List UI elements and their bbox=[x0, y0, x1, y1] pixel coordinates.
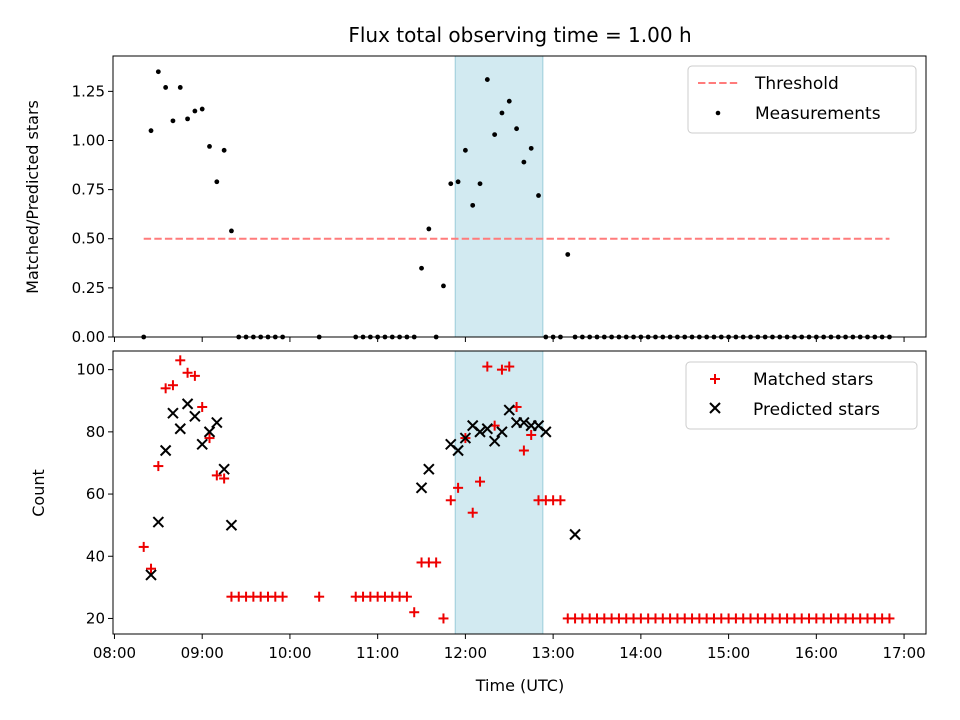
measurement-point bbox=[419, 266, 424, 271]
y-tick-label: 0.25 bbox=[72, 279, 105, 297]
predicted-point bbox=[161, 446, 171, 456]
count-panel: 20 40 60 80 100 08:00 09:00 10:00 11:00 12:00 13:… bbox=[29, 351, 926, 695]
x-tick-label: 09:00 bbox=[181, 644, 224, 662]
y-tick-label: 1.00 bbox=[72, 131, 105, 149]
measurement-point bbox=[426, 227, 431, 232]
x-tick-label: 12:00 bbox=[444, 644, 487, 662]
x-tick-label: 17:00 bbox=[882, 644, 925, 662]
matched-point bbox=[197, 402, 207, 412]
measurement-point bbox=[456, 179, 461, 184]
measurement-point bbox=[185, 116, 190, 121]
count-highlight-span bbox=[455, 351, 543, 634]
measurement-point bbox=[514, 126, 519, 131]
matched-point bbox=[555, 495, 565, 505]
measurement-point bbox=[500, 111, 505, 116]
matched-point bbox=[446, 495, 456, 505]
x-tick-label: 16:00 bbox=[795, 644, 838, 662]
chart-title: Flux total observing time = 1.00 h bbox=[348, 23, 691, 47]
x-tick-label: 11:00 bbox=[356, 644, 399, 662]
predicted-point bbox=[424, 464, 434, 474]
y-tick-label: 20 bbox=[86, 609, 105, 627]
measurement-point bbox=[149, 128, 154, 133]
predicted-point bbox=[219, 464, 229, 474]
y-tick-label: 60 bbox=[86, 485, 105, 503]
measurement-point bbox=[507, 99, 512, 104]
matched-point bbox=[314, 592, 324, 602]
predicted-legend-label: Predicted stars bbox=[753, 400, 880, 420]
ratio-y-axis-label: Matched/Predicted stars bbox=[23, 100, 42, 294]
measurement-point bbox=[536, 193, 541, 198]
x-tick-label: 15:00 bbox=[707, 644, 750, 662]
y-tick-label: 0.75 bbox=[72, 181, 105, 199]
measurement-point bbox=[521, 160, 526, 165]
x-tick-label: 14:00 bbox=[619, 644, 662, 662]
predicted-point bbox=[168, 408, 178, 418]
count-x-axis: 08:00 09:00 10:00 11:00 12:00 13:00 14:00 15:00… bbox=[93, 634, 926, 662]
predicted-point bbox=[197, 439, 207, 449]
count-y-axis: 20 40 60 80 100 bbox=[76, 361, 113, 628]
y-tick-label: 0.50 bbox=[72, 230, 105, 248]
matched-point bbox=[402, 592, 412, 602]
measurement-point bbox=[448, 181, 453, 186]
count-legend: Matched stars Predicted stars bbox=[686, 362, 917, 429]
ratio-highlight-span bbox=[455, 56, 543, 337]
measurement-point bbox=[565, 252, 570, 257]
measurement-point bbox=[207, 144, 212, 149]
measurement-point bbox=[529, 146, 534, 151]
x-axis-label: Time (UTC) bbox=[475, 676, 564, 695]
measurement-point bbox=[192, 109, 197, 114]
measurement-point bbox=[229, 228, 234, 233]
predicted-point bbox=[417, 483, 427, 493]
measurement-point bbox=[441, 284, 446, 289]
ratio-panel: 0.00 0.25 0.50 0.75 1.00 1.25 Matched/Predict… bbox=[23, 56, 926, 346]
predicted-point bbox=[190, 411, 200, 421]
x-tick-label: 13:00 bbox=[532, 644, 575, 662]
ratio-legend: Threshold Measurements bbox=[688, 66, 916, 133]
x-tick-label: 10:00 bbox=[268, 644, 311, 662]
predicted-point bbox=[570, 529, 580, 539]
matched-point bbox=[139, 542, 149, 552]
measurement-point bbox=[463, 148, 468, 153]
matched-point bbox=[438, 613, 448, 623]
y-tick-label: 40 bbox=[86, 547, 105, 565]
matched-point bbox=[153, 461, 163, 471]
predicted-point bbox=[183, 399, 193, 409]
measurement-point bbox=[178, 85, 183, 90]
matched-point bbox=[175, 355, 185, 365]
measurement-point bbox=[492, 132, 497, 137]
threshold-legend-label: Threshold bbox=[754, 74, 839, 94]
matched-point bbox=[278, 592, 288, 602]
matched-legend-label: Matched stars bbox=[753, 370, 873, 390]
measurements-legend-marker bbox=[716, 111, 721, 116]
measurement-point bbox=[163, 85, 168, 90]
measurement-point bbox=[485, 77, 490, 82]
measurement-point bbox=[171, 118, 176, 123]
y-tick-label: 1.25 bbox=[72, 82, 105, 100]
predicted-point bbox=[153, 517, 163, 527]
predicted-point bbox=[226, 520, 236, 530]
measurement-point bbox=[156, 69, 161, 74]
measurement-point bbox=[214, 179, 219, 184]
count-y-axis-label: Count bbox=[29, 469, 48, 517]
measurement-point bbox=[478, 181, 483, 186]
y-tick-label: 0.00 bbox=[72, 328, 105, 346]
matched-point bbox=[431, 557, 441, 567]
measurement-point bbox=[470, 203, 475, 208]
x-tick-label: 08:00 bbox=[93, 644, 136, 662]
measurement-point bbox=[200, 107, 205, 112]
y-tick-label: 100 bbox=[76, 361, 105, 379]
predicted-point bbox=[175, 424, 185, 434]
figure: Flux total observing time = 1.00 h 0.000… bbox=[0, 0, 960, 720]
y-tick-label: 80 bbox=[86, 423, 105, 441]
measurements-legend-label: Measurements bbox=[755, 104, 881, 124]
matched-point bbox=[409, 607, 419, 617]
predicted-point bbox=[212, 418, 222, 428]
measurement-point bbox=[222, 148, 227, 153]
ratio-y-axis: 0.00 0.25 0.50 0.75 1.00 1.25 bbox=[72, 82, 113, 346]
matched-point bbox=[884, 613, 894, 623]
